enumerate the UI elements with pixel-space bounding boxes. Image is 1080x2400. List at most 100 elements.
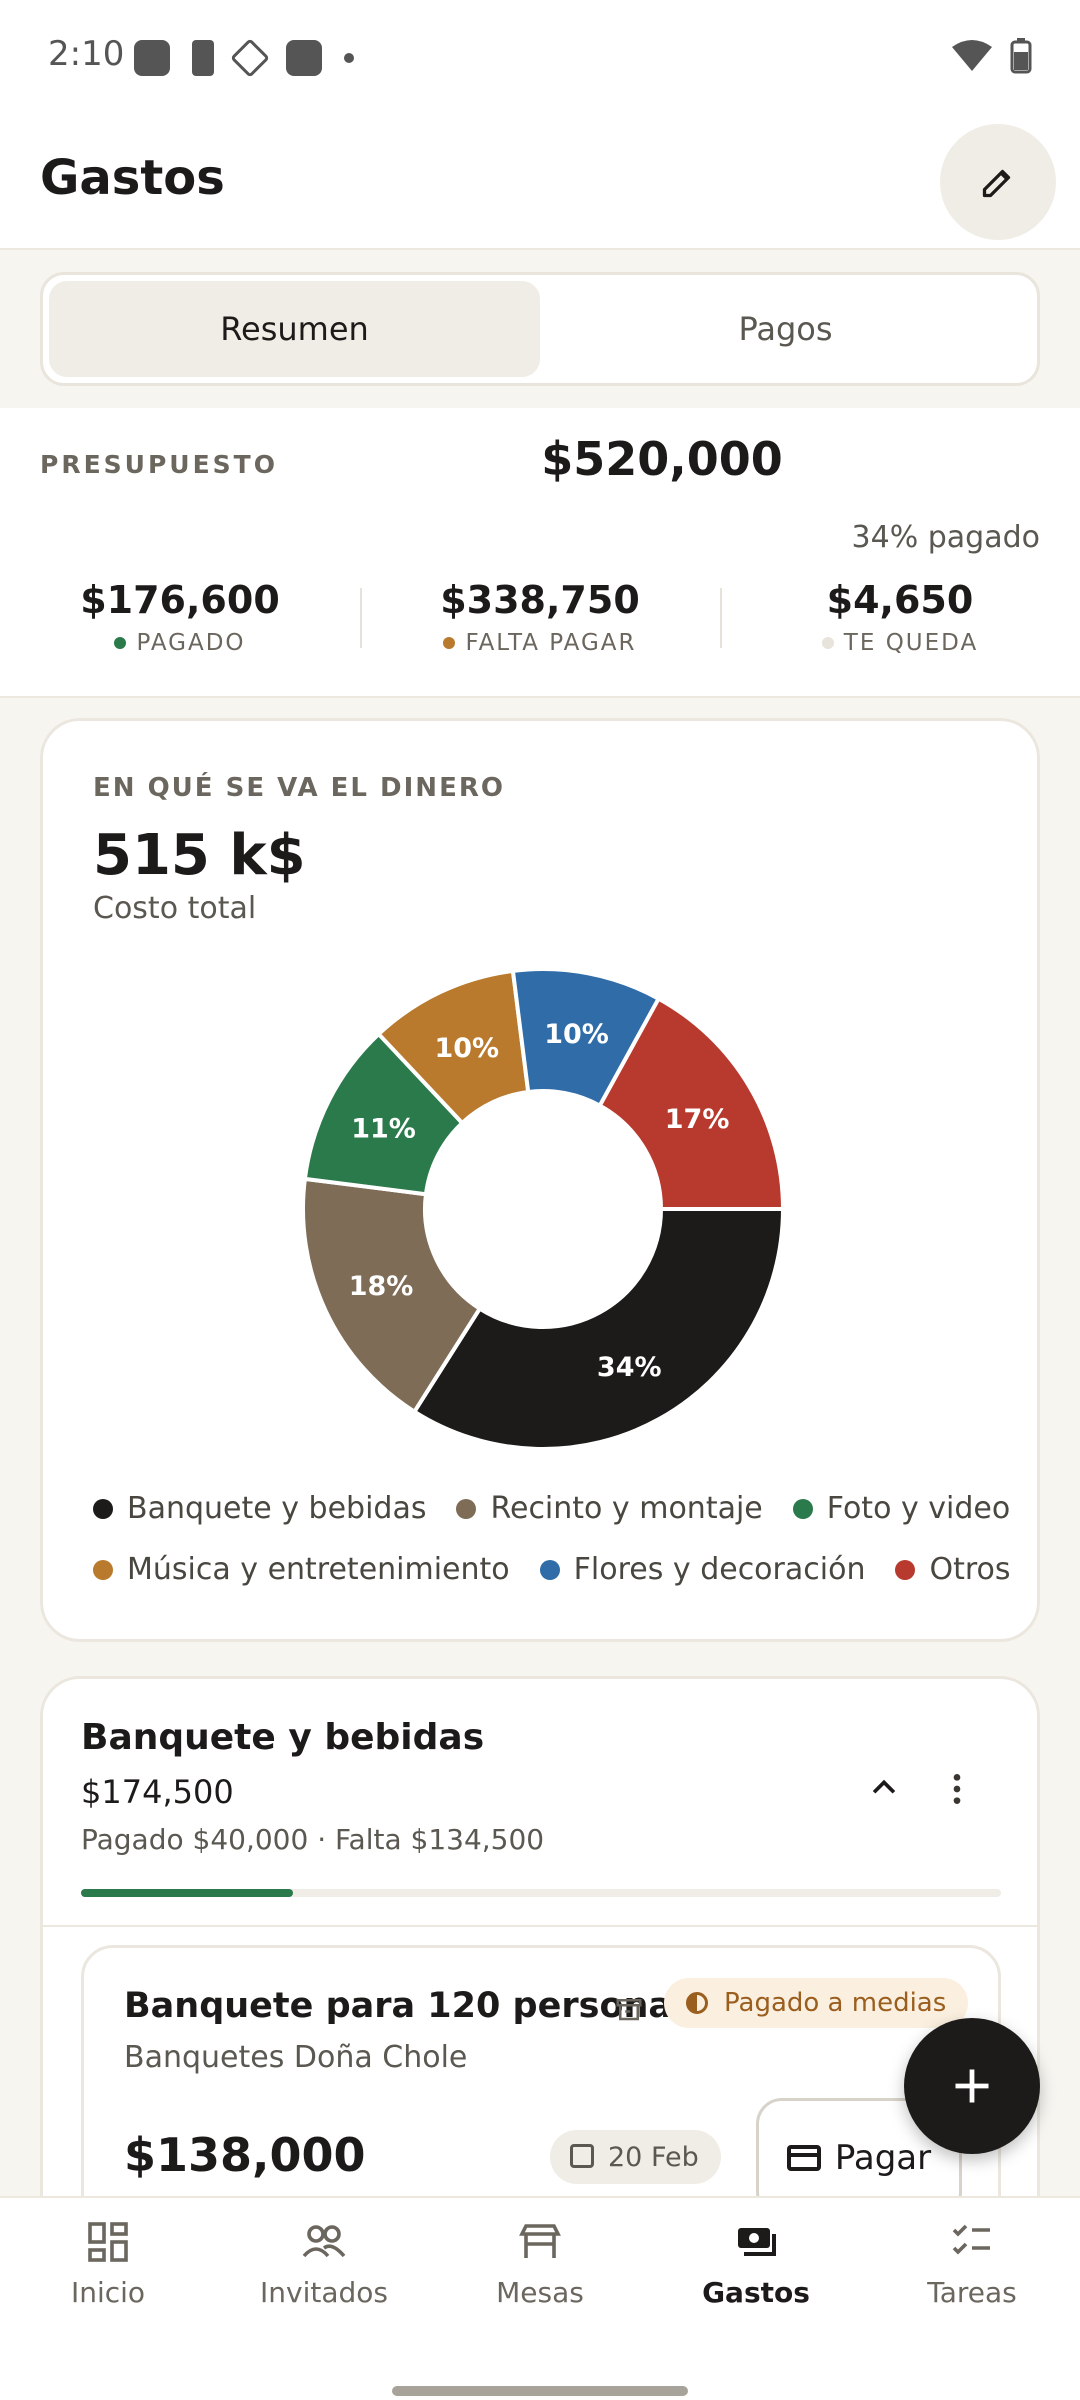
calendar-icon: [570, 2144, 594, 2168]
status-badge: Pagado a medias: [664, 1978, 969, 2028]
vendor-name: Banquetes Doña Chole: [124, 2040, 468, 2075]
app-notification-icon: [286, 40, 322, 76]
stat-value: $338,750: [440, 578, 640, 622]
status-bar: 2:10: [0, 0, 1080, 110]
legend-swatch: [895, 1559, 916, 1580]
category-detail: Pagado $40,000 · Falta $134,500: [81, 1823, 545, 1856]
legend-item: Otros: [895, 1552, 1011, 1587]
bottom-navigation: Inicio Invitados Mesas Gastos Tareas: [0, 2196, 1080, 2400]
plus-icon: [955, 2069, 989, 2103]
category-amount: $174,500: [81, 1773, 234, 1811]
due-date: 20 Feb: [608, 2141, 699, 2173]
legend-label: Recinto y montaje: [490, 1491, 763, 1526]
donut-slice: [301, 1176, 483, 1415]
budget-label: PRESUPUESTO: [40, 450, 278, 479]
nav-label: Invitados: [260, 2276, 388, 2309]
stat-paid: $176,600 PAGADO: [0, 578, 360, 656]
nav-label: Tareas: [927, 2276, 1017, 2309]
divider: [43, 1925, 1037, 1927]
wifi-icon: [952, 40, 992, 71]
nav-item-invitados[interactable]: Invitados: [216, 2218, 432, 2338]
table-icon: [519, 2224, 561, 2258]
paid-percentage: 34% pagado: [851, 520, 1040, 555]
legend-swatch: [93, 1559, 113, 1580]
total-cost-label: Costo total: [93, 891, 257, 926]
nav-label: Inicio: [70, 2276, 146, 2309]
item-name: Banquete para 120 personas: [124, 1986, 693, 2026]
donut-slice: [597, 995, 786, 1211]
gesture-handle: [392, 2386, 688, 2396]
progress-fill: [81, 1889, 293, 1897]
budget-summary: PRESUPUESTO $520,000 34% pagado $176,600…: [0, 408, 1080, 698]
credit-card-icon: [786, 2145, 821, 2171]
more-vertical-icon[interactable]: [937, 1769, 977, 1809]
category-progress-bar: [81, 1889, 1001, 1897]
notification-icons: [134, 38, 354, 78]
status-dot: [821, 637, 834, 649]
stat-label: TE QUEDA: [843, 630, 979, 656]
nav-item-mesas[interactable]: Mesas: [432, 2218, 648, 2338]
sim-icon: [192, 40, 214, 76]
view-tabs: Resumen Pagos: [40, 272, 1040, 386]
stat-label: FALTA PAGAR: [465, 630, 637, 656]
app-notification-icon: [134, 40, 170, 76]
pencil-icon: [982, 169, 1011, 198]
slice-label: 10%: [434, 1033, 499, 1064]
legend-item: Foto y video: [792, 1491, 1011, 1526]
nav-item-tareas[interactable]: Tareas: [864, 2218, 1080, 2338]
tab-pagos[interactable]: Pagos: [738, 310, 833, 348]
diamond-icon: [230, 38, 270, 78]
nav-label: Mesas: [496, 2276, 584, 2309]
legend-item: Música y entretenimiento: [93, 1552, 510, 1587]
legend-item: Banquete y bebidas: [93, 1491, 426, 1526]
nav-item-gastos[interactable]: Gastos: [648, 2218, 864, 2338]
spending-chart-card: EN QUÉ SE VA EL DINERO 515 k$ Costo tota…: [40, 718, 1040, 1642]
store-icon: [616, 1999, 642, 2021]
tab-resumen[interactable]: Resumen: [49, 281, 540, 377]
half-paid-icon: [686, 1992, 708, 2014]
pay-label: Pagar: [834, 2138, 932, 2178]
legend-item: Flores y decoración: [539, 1552, 866, 1587]
legend-label: Flores y decoración: [573, 1552, 866, 1587]
more-notifications-icon: [344, 53, 354, 63]
nav-item-inicio[interactable]: Inicio: [0, 2218, 216, 2338]
slice-label: 34%: [597, 1352, 662, 1383]
status-dot: [443, 637, 456, 649]
donut-slice: [411, 1207, 786, 1451]
category-title: Banquete y bebidas: [81, 1717, 485, 1758]
legend-label: Banquete y bebidas: [127, 1491, 427, 1526]
due-date-chip: 20 Feb: [550, 2130, 721, 2184]
budget-total: $520,000: [541, 432, 783, 486]
edit-button[interactable]: [940, 124, 1056, 240]
legend-item: Recinto y montaje: [456, 1491, 763, 1526]
slice-label: 17%: [665, 1104, 730, 1135]
stat-label: PAGADO: [136, 630, 246, 656]
add-expense-button[interactable]: [904, 2018, 1040, 2154]
legend-label: Otros: [929, 1552, 1011, 1587]
total-cost: 515 k$: [93, 823, 306, 888]
checklist-icon: [952, 2224, 990, 2255]
status-time: 2:10: [48, 34, 125, 74]
page-title: Gastos: [40, 150, 225, 206]
status-dot: [114, 637, 127, 649]
slice-label: 18%: [349, 1271, 414, 1302]
badge-label: Pagado a medias: [724, 1988, 947, 2018]
legend-label: Foto y video: [826, 1491, 1011, 1526]
nav-label: Gastos: [702, 2276, 810, 2309]
stat-value: $176,600: [80, 578, 280, 622]
app-header: Gastos: [0, 110, 1080, 250]
legend-swatch: [792, 1498, 813, 1519]
stat-remaining: $4,650 TE QUEDA: [720, 578, 1080, 656]
chevron-up-icon[interactable]: [867, 1771, 901, 1805]
stat-pending: $338,750 FALTA PAGAR: [360, 578, 720, 656]
item-price: $138,000: [124, 2128, 366, 2182]
legend-swatch: [93, 1498, 113, 1519]
battery-icon: [1010, 38, 1032, 74]
legend-label: Música y entretenimiento: [127, 1552, 510, 1587]
dashboard-icon: [88, 2222, 128, 2262]
donut-chart: 34% 18% 11% 10% 10% 17%: [301, 967, 786, 1451]
slice-label: 11%: [351, 1114, 416, 1145]
payments-icon: [738, 2228, 776, 2256]
people-icon: [302, 2225, 346, 2258]
legend-swatch: [456, 1498, 477, 1519]
